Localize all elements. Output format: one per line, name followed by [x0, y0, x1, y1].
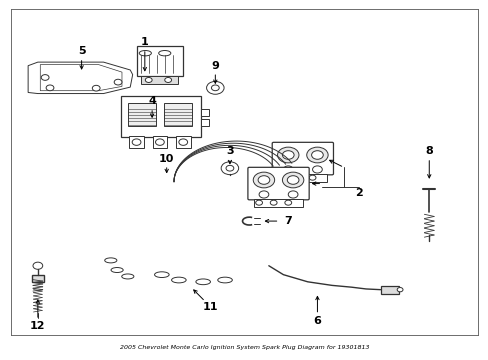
Circle shape — [253, 172, 274, 188]
Circle shape — [155, 139, 164, 145]
Bar — [127, 103, 156, 126]
Bar — [136, 46, 183, 76]
Circle shape — [33, 262, 42, 269]
Text: 11: 11 — [203, 302, 218, 312]
Circle shape — [277, 147, 298, 163]
Circle shape — [308, 175, 315, 180]
Circle shape — [225, 165, 233, 171]
Circle shape — [285, 200, 291, 205]
Bar — [164, 103, 192, 126]
Text: 4: 4 — [148, 96, 156, 107]
Bar — [176, 136, 190, 148]
Text: 1: 1 — [141, 37, 148, 48]
Circle shape — [287, 176, 298, 184]
Circle shape — [132, 139, 141, 145]
Polygon shape — [40, 64, 122, 91]
Circle shape — [114, 79, 122, 85]
Bar — [278, 174, 326, 181]
Bar — [254, 199, 302, 207]
Text: 3: 3 — [225, 147, 233, 157]
Ellipse shape — [104, 258, 117, 263]
Circle shape — [164, 77, 171, 82]
Circle shape — [221, 162, 238, 175]
Ellipse shape — [217, 277, 232, 283]
Ellipse shape — [139, 50, 151, 56]
Circle shape — [92, 85, 100, 91]
Bar — [201, 119, 209, 126]
Circle shape — [145, 77, 152, 82]
Circle shape — [280, 175, 286, 180]
Bar — [201, 109, 209, 116]
Circle shape — [311, 151, 323, 159]
Circle shape — [46, 85, 54, 91]
Text: 2005 Chevrolet Monte Carlo Ignition System Spark Plug Diagram for 19301813: 2005 Chevrolet Monte Carlo Ignition Syst… — [120, 345, 368, 350]
Circle shape — [270, 200, 277, 205]
Bar — [380, 286, 398, 294]
Text: 9: 9 — [211, 61, 219, 71]
Circle shape — [41, 75, 49, 80]
Circle shape — [206, 81, 224, 94]
Text: 7: 7 — [284, 216, 291, 226]
Bar — [32, 275, 43, 282]
Bar — [152, 136, 167, 148]
Bar — [129, 136, 143, 148]
Circle shape — [287, 191, 297, 198]
Circle shape — [282, 151, 293, 159]
Bar — [120, 96, 201, 137]
FancyBboxPatch shape — [247, 167, 308, 200]
Circle shape — [282, 172, 303, 188]
Circle shape — [294, 175, 301, 180]
Circle shape — [179, 139, 187, 145]
Ellipse shape — [122, 274, 134, 279]
Polygon shape — [28, 62, 132, 94]
Circle shape — [255, 200, 262, 205]
Circle shape — [396, 288, 402, 292]
Ellipse shape — [159, 50, 170, 56]
Text: 6: 6 — [313, 316, 321, 326]
Ellipse shape — [154, 272, 169, 278]
Text: 12: 12 — [30, 321, 45, 332]
Circle shape — [211, 85, 219, 91]
Circle shape — [306, 147, 327, 163]
Ellipse shape — [171, 277, 186, 283]
Text: 2: 2 — [354, 188, 362, 198]
Circle shape — [312, 166, 322, 173]
Circle shape — [259, 191, 268, 198]
Text: 8: 8 — [425, 147, 432, 157]
Text: 5: 5 — [78, 46, 85, 57]
Ellipse shape — [196, 279, 210, 285]
Circle shape — [283, 166, 292, 173]
FancyBboxPatch shape — [272, 142, 333, 175]
Text: 10: 10 — [159, 154, 174, 163]
Ellipse shape — [111, 267, 123, 273]
Bar — [141, 76, 178, 84]
Circle shape — [258, 176, 269, 184]
